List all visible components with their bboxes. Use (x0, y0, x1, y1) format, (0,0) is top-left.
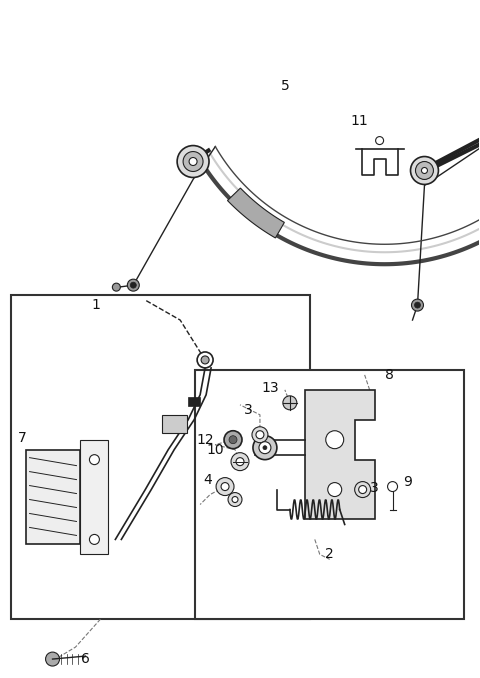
Circle shape (112, 283, 120, 291)
Circle shape (46, 652, 60, 666)
Text: 1: 1 (91, 298, 100, 312)
Polygon shape (228, 188, 284, 238)
Circle shape (411, 299, 423, 311)
Circle shape (231, 453, 249, 471)
Text: 12: 12 (196, 433, 214, 447)
Circle shape (283, 396, 297, 410)
Polygon shape (305, 390, 374, 519)
Circle shape (263, 445, 267, 450)
Circle shape (326, 431, 344, 449)
Circle shape (229, 436, 237, 443)
Circle shape (355, 481, 371, 498)
Circle shape (127, 279, 139, 291)
Bar (11, 295, 310, 619)
Circle shape (416, 161, 433, 180)
Circle shape (232, 496, 238, 502)
Text: 3: 3 (370, 481, 379, 494)
Circle shape (236, 458, 244, 466)
Text: 6: 6 (81, 652, 90, 666)
Circle shape (421, 167, 428, 174)
Circle shape (201, 356, 209, 364)
Text: 13: 13 (261, 381, 279, 395)
Circle shape (228, 492, 242, 506)
Circle shape (89, 534, 99, 544)
Circle shape (216, 477, 234, 496)
Bar (188, 397, 200, 406)
Text: 4: 4 (204, 473, 213, 487)
Text: 2: 2 (325, 547, 334, 561)
Circle shape (130, 282, 136, 288)
Text: 9: 9 (403, 475, 412, 489)
Circle shape (376, 136, 384, 144)
Circle shape (183, 152, 203, 172)
Circle shape (259, 441, 271, 454)
Circle shape (197, 352, 213, 368)
Text: 7: 7 (18, 431, 27, 445)
Circle shape (256, 431, 264, 439)
Bar (162, 415, 187, 433)
Bar (25, 450, 81, 544)
Circle shape (387, 481, 397, 492)
Circle shape (410, 157, 438, 184)
Text: 8: 8 (385, 368, 394, 382)
Circle shape (89, 455, 99, 464)
Circle shape (359, 485, 367, 494)
Circle shape (252, 426, 268, 443)
Text: 3: 3 (244, 403, 252, 417)
Bar (81, 440, 108, 555)
Text: 5: 5 (280, 79, 289, 93)
Text: 10: 10 (206, 443, 224, 457)
Bar (195, 370, 464, 619)
Text: 11: 11 (351, 114, 369, 127)
Circle shape (177, 146, 209, 178)
Circle shape (328, 483, 342, 496)
Circle shape (189, 157, 197, 165)
Circle shape (224, 431, 242, 449)
Circle shape (221, 483, 229, 491)
Circle shape (253, 436, 277, 460)
Circle shape (415, 302, 420, 308)
